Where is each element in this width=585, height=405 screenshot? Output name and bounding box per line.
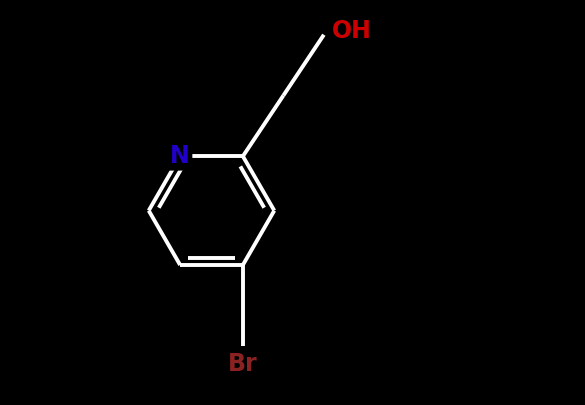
Text: OH: OH [332,19,372,43]
Text: Br: Br [228,352,258,376]
Text: N: N [170,144,190,168]
